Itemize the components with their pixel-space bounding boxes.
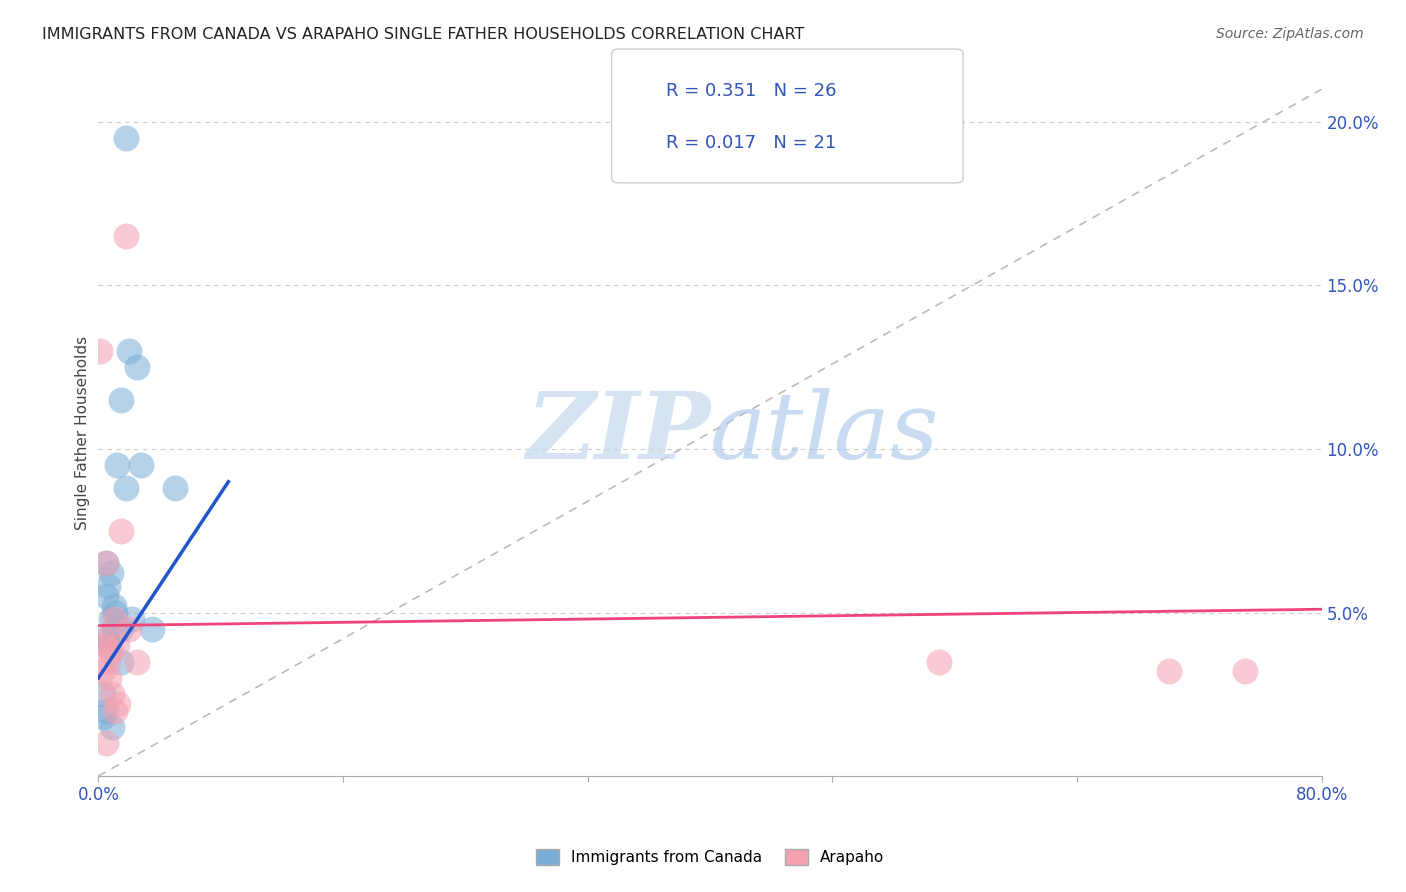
Point <box>101 687 124 701</box>
Point <box>93 638 115 652</box>
Point <box>100 645 122 659</box>
Point <box>110 622 132 636</box>
Point <box>107 697 129 711</box>
Point <box>94 589 117 603</box>
Point <box>97 638 120 652</box>
Point <box>163 481 186 495</box>
Text: atlas: atlas <box>710 388 939 477</box>
Point <box>141 622 163 636</box>
Text: R = 0.017   N = 21: R = 0.017 N = 21 <box>666 134 837 152</box>
Point <box>121 612 143 626</box>
Point <box>89 343 111 358</box>
Point <box>115 481 138 495</box>
Point <box>110 392 132 407</box>
Point <box>103 599 125 613</box>
Point <box>91 632 114 646</box>
Point <box>101 720 124 734</box>
Point <box>100 566 122 581</box>
Point <box>110 655 132 669</box>
Point <box>94 557 117 571</box>
Point <box>129 458 152 473</box>
Point <box>1157 665 1180 679</box>
Text: R = 0.351   N = 26: R = 0.351 N = 26 <box>666 82 837 100</box>
Point <box>125 655 148 669</box>
Y-axis label: Single Father Households: Single Father Households <box>75 335 90 530</box>
Point <box>1234 665 1257 679</box>
Point <box>94 557 117 571</box>
Point <box>94 736 117 750</box>
Point <box>110 524 132 538</box>
Text: IMMIGRANTS FROM CANADA VS ARAPAHO SINGLE FATHER HOUSEHOLDS CORRELATION CHART: IMMIGRANTS FROM CANADA VS ARAPAHO SINGLE… <box>42 27 804 42</box>
Point <box>98 671 121 685</box>
Point <box>97 655 120 669</box>
Point <box>93 704 115 718</box>
Point <box>105 638 128 652</box>
Point <box>104 606 127 620</box>
Point <box>103 622 125 636</box>
Point <box>115 229 138 244</box>
Point <box>103 612 125 626</box>
Point <box>105 458 128 473</box>
Point <box>94 632 117 646</box>
Point <box>118 343 141 358</box>
Text: Source: ZipAtlas.com: Source: ZipAtlas.com <box>1216 27 1364 41</box>
Legend: Immigrants from Canada, Arapaho: Immigrants from Canada, Arapaho <box>530 843 890 871</box>
Point <box>97 579 120 593</box>
Point <box>928 655 950 669</box>
Text: ZIP: ZIP <box>526 388 710 477</box>
Point <box>115 131 138 145</box>
Point <box>91 710 114 724</box>
Point <box>125 360 148 375</box>
Point <box>91 687 114 701</box>
Point <box>100 612 122 626</box>
Point <box>91 665 114 679</box>
Point <box>104 704 127 718</box>
Point <box>118 622 141 636</box>
